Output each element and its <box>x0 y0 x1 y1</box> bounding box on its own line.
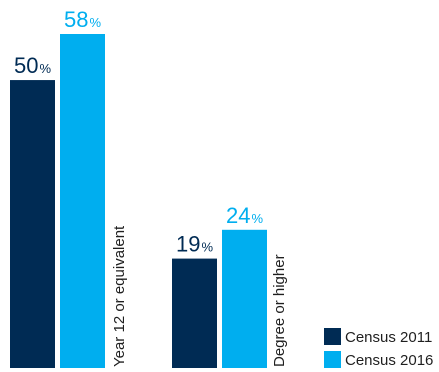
legend: Census 2011 Census 2016 <box>324 328 433 369</box>
category-labels-layer: Year 12 or equivalent Degree or higher <box>111 225 288 367</box>
bar-1-series-1 <box>10 80 55 368</box>
value-label-1-series-1: 50% <box>14 53 51 78</box>
bar-2-series-1 <box>172 258 217 368</box>
legend-swatch-2 <box>324 351 341 368</box>
legend-label-1: Census 2011 <box>345 329 432 346</box>
category-label-2: Degree or higher <box>271 254 288 367</box>
value-labels-layer: 50% 58% 19% 24% <box>14 7 263 257</box>
value-label-1-series-2: 58% <box>64 7 101 32</box>
bar-1-series-2 <box>60 34 105 368</box>
bars-layer <box>10 34 267 368</box>
legend-label-2: Census 2016 <box>345 352 433 369</box>
value-label-2-series-1: 19% <box>176 232 213 257</box>
legend-swatch-1 <box>324 328 341 345</box>
bar-2-series-2 <box>222 229 267 368</box>
value-label-2-series-2: 24% <box>226 203 263 228</box>
category-label-1: Year 12 or equivalent <box>111 225 128 367</box>
